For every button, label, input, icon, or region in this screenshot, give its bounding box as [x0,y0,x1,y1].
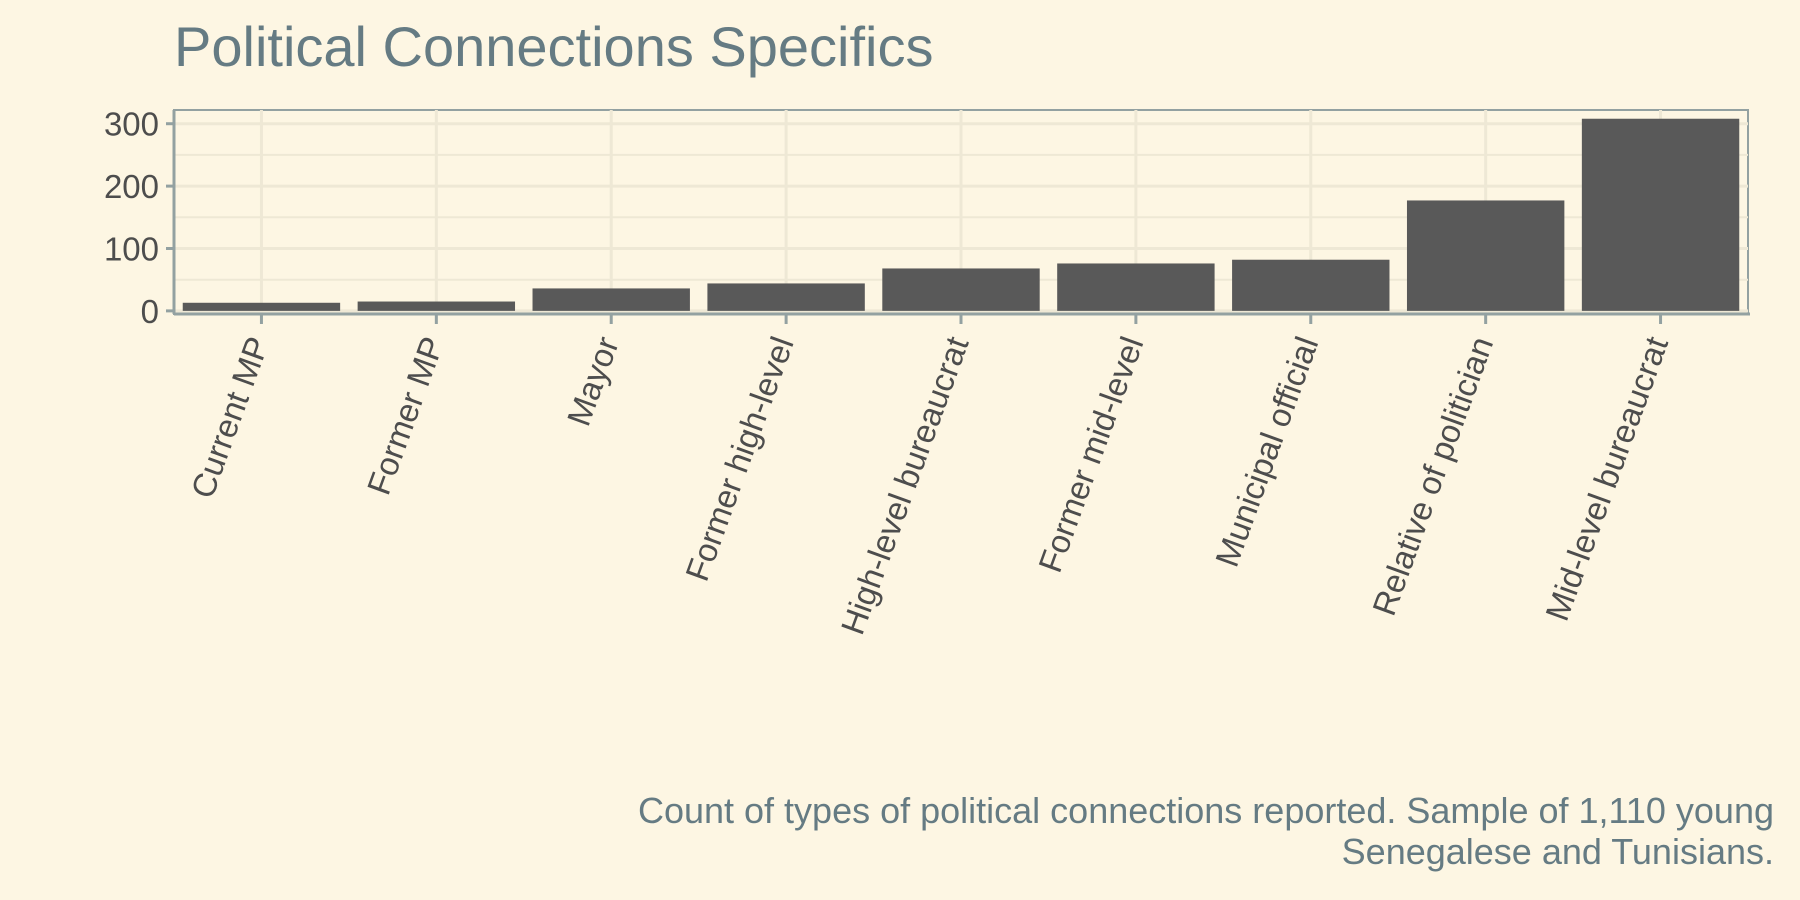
x-axis-ticks: Current MP Former MP Mayor Former high-leve… [184,314,1675,639]
bar-current-mp [182,302,341,311]
x-tick-label: Former mid-level [1031,332,1150,577]
y-axis-ticks: 0 100 200 300 [104,106,174,330]
x-tick-label: Current MP [184,332,276,503]
y-tick-label: 200 [104,168,159,205]
x-tick-label: High-level bureaucrat [834,332,976,639]
bar-mid-level-bureaucrat [1581,118,1740,311]
y-tick-label: 0 [141,293,159,330]
bars [182,118,1740,311]
x-tick-label: Former MP [360,332,451,500]
chart-caption: Count of types of political connections … [638,790,1774,872]
x-tick-label: Relative of politician [1365,332,1500,620]
bar-high-level-bureaucrat [882,268,1040,311]
chart-title: Political Connections Specifics [174,15,933,78]
x-tick-label: Municipal official [1208,332,1325,572]
bar-former-mid-level [1057,263,1215,311]
bar-former-high-level [707,283,865,311]
bar-relative-of-politician [1406,200,1565,311]
bar-mayor [532,288,690,311]
x-tick-label: Former high-level [678,332,801,586]
y-tick-label: 300 [104,106,159,143]
bar-former-mp [357,301,516,311]
bar-municipal-official [1232,259,1390,311]
caption-line: Count of types of political connections … [638,790,1774,831]
x-tick-label: Mayor [560,332,626,431]
caption-line: Senegalese and Tunisians. [1342,831,1774,872]
y-tick-label: 100 [104,230,159,267]
x-tick-label: Mid-level bureaucrat [1538,332,1675,626]
